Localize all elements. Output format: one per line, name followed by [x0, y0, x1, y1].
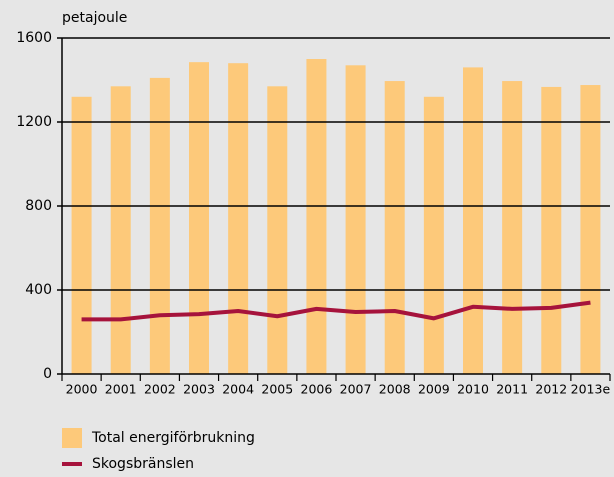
x-tick-label: 2001 [105, 382, 137, 397]
x-tick-label: 2008 [379, 382, 411, 397]
bar [149, 77, 170, 375]
bar [345, 65, 366, 375]
x-tick-label: 2002 [144, 382, 176, 397]
x-tick-label: 2005 [261, 382, 293, 397]
bar [384, 81, 405, 375]
bar [541, 86, 562, 375]
bar [423, 96, 444, 375]
bar [463, 67, 483, 375]
y-tick-label: 1600 [16, 30, 52, 46]
x-tick-label: 2006 [301, 382, 333, 397]
bar [71, 96, 92, 375]
y-tick-label: 0 [43, 366, 52, 382]
legend-swatch [62, 428, 82, 448]
y-tick-label: 400 [25, 282, 52, 298]
line [81, 300, 591, 322]
y-axis-label: petajoule [62, 10, 127, 26]
bar [267, 86, 288, 375]
x-tick-label: 2004 [222, 382, 254, 397]
bar [110, 86, 131, 375]
x-tick-label: 2011 [496, 382, 528, 397]
bar [306, 59, 327, 374]
x-tick-label: 2012 [535, 382, 567, 397]
bar [580, 85, 601, 374]
x-tick-label: 2010 [457, 382, 489, 397]
x-tick-label: 2003 [183, 382, 215, 397]
bar [228, 63, 249, 374]
bar [189, 62, 209, 375]
x-tick-label: 2013e [571, 382, 611, 397]
bar [502, 81, 523, 375]
y-tick-label: 800 [25, 198, 52, 214]
x-tick-label: 2000 [66, 382, 98, 397]
x-tick-label: 2009 [418, 382, 450, 397]
legend-label: Total energiförbrukning [91, 430, 255, 446]
y-tick-label: 1200 [16, 114, 52, 130]
x-tick-label: 2007 [340, 382, 372, 397]
legend-label: Skogsbränslen [92, 456, 194, 472]
